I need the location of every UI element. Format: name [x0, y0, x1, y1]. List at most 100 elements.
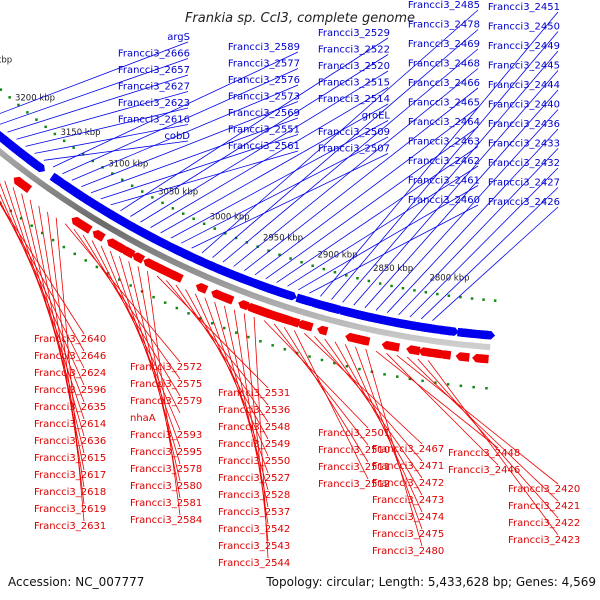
position-tick-label: 3100 kbp: [108, 160, 148, 170]
forward-gene-label: Francci3_2577: [228, 59, 300, 70]
gc-marker: [26, 111, 29, 114]
gc-marker: [182, 212, 185, 215]
reverse-gene-arrow: [107, 238, 121, 251]
gc-marker: [118, 278, 121, 281]
gc-marker: [390, 284, 393, 288]
reverse-gene-label: Francci3_2543: [218, 541, 290, 552]
reverse-gene-label: Francci3_2542: [218, 524, 290, 535]
forward-gene-label: Francci3_2616: [118, 115, 190, 126]
gc-marker: [434, 381, 437, 384]
gc-marker: [408, 377, 412, 381]
forward-gene-label: Francci3_2478: [408, 20, 480, 31]
reverse-label-connector: [0, 202, 85, 335]
reverse-gene-labels: Francci3_2640 Francci3_2646 Francci3_2624 F…: [34, 334, 580, 569]
reverse-label-connector: [119, 256, 181, 465]
gc-marker: [413, 289, 416, 292]
forward-gene-label: Francci3_2469: [408, 39, 480, 50]
forward-label-connector: [81, 101, 299, 187]
gc-marker: [401, 287, 405, 290]
forward-label-connector: [201, 9, 479, 254]
reverse-gene-label: Francci3_2550: [218, 456, 290, 467]
gc-marker: [8, 96, 11, 99]
reverse-gene-label: Francci3_2472: [372, 478, 444, 489]
forward-gene-label: Francci3_2465: [408, 98, 480, 109]
forward-label-connector: [353, 70, 559, 306]
gc-marker: [91, 159, 95, 163]
forward-label-connector: [90, 117, 299, 194]
reverse-label-connector: [396, 354, 559, 485]
reverse-gene-label: Francci3_2421: [508, 501, 580, 512]
forward-strand-genes: [0, 130, 496, 340]
forward-label-connector: [331, 31, 559, 300]
reverse-gene-label: Francci3_2446: [448, 465, 520, 476]
gc-marker: [62, 139, 66, 143]
gc-marker: [199, 317, 202, 320]
gc-marker: [84, 259, 87, 262]
gc-marker: [247, 335, 250, 339]
gc-marker: [358, 367, 361, 371]
reverse-label-connector: [147, 271, 181, 516]
reverse-gene-label: Francci3_2467: [372, 444, 444, 455]
reverse-label-connector: [82, 234, 181, 397]
forward-gene-label: Francci3_2449: [488, 41, 560, 52]
gc-marker: [333, 361, 336, 365]
reverse-label-connector: [21, 193, 85, 454]
forward-label-connector: [375, 109, 559, 311]
forward-gene-arrow: [339, 306, 356, 317]
gc-marker: [345, 365, 349, 368]
gc-marker: [482, 298, 485, 301]
reverse-gene-label: Francci3_2448: [448, 448, 520, 459]
reverse-label-connector: [194, 293, 269, 457]
gc-marker: [289, 257, 292, 260]
reverse-label-connector: [4, 180, 85, 420]
forward-label-connector: [309, 204, 479, 294]
gc-marker: [271, 344, 274, 347]
reverse-gene-label: Francci3_2512: [318, 479, 390, 490]
gc-marker: [17, 103, 20, 107]
reverse-gene-label: Francci3_2420: [508, 484, 580, 495]
reverse-gene-label: Francci3_2596: [34, 385, 106, 396]
forward-label-connector: [276, 146, 479, 283]
forward-label-connector: [181, 136, 389, 244]
reverse-gene-arrow: [121, 246, 136, 259]
reverse-gene-arrow: [211, 289, 225, 301]
gc-marker: [192, 217, 195, 220]
reverse-gene-label: Francci3_2593: [130, 430, 202, 441]
reverse-gene-label: Francci3_2615: [34, 453, 106, 464]
gc-marker: [320, 358, 324, 362]
forward-label-connector: [233, 68, 479, 267]
gc-marker: [19, 217, 23, 220]
reverse-label-connector: [427, 360, 559, 536]
reverse-label-connector: [128, 261, 181, 482]
reverse-gene-label: Francci3_2572: [130, 362, 202, 373]
forward-gene-label: Francci3_2666: [118, 49, 190, 60]
reverse-gene-arrow: [381, 340, 395, 351]
forward-gene-label: Francci3_2529: [318, 28, 390, 39]
reverse-label-connector: [365, 348, 423, 547]
gc-marker: [447, 294, 451, 297]
gc-marker: [129, 284, 132, 287]
forward-label-connectors: [0, 9, 559, 321]
forward-label-connector: [150, 87, 389, 228]
accession-text: Accession: NC_007777: [8, 575, 144, 589]
gc-marker: [367, 279, 371, 283]
reverse-label-connector: [406, 356, 559, 502]
gc-marker: [459, 384, 463, 388]
position-tick-label: 3200 kbp: [15, 93, 55, 103]
forward-gene-label: Francci3_2657: [118, 65, 190, 76]
reverse-gene-arrow: [297, 320, 311, 331]
reverse-label-connector: [243, 313, 269, 542]
map-title: Frankia sp. CcI3, complete genome: [185, 11, 415, 26]
forward-label-connector: [0, 41, 189, 114]
reverse-gene-label: Francci3_2536: [218, 405, 290, 416]
reverse-gene-arrow: [345, 332, 360, 344]
reverse-label-connector: [386, 353, 499, 466]
forward-gene-label: Francci3_2444: [488, 80, 560, 91]
reverse-gene-label: Francci3_2635: [34, 402, 106, 413]
forward-label-connector: [160, 103, 389, 234]
reverse-gene-label: Francci3_2575: [130, 379, 202, 390]
forward-gene-label: argS: [167, 32, 190, 43]
reverse-gene-arrow: [317, 325, 329, 336]
forward-gene-label: Francci3_2515: [318, 78, 390, 89]
forward-label-connector: [287, 165, 479, 287]
